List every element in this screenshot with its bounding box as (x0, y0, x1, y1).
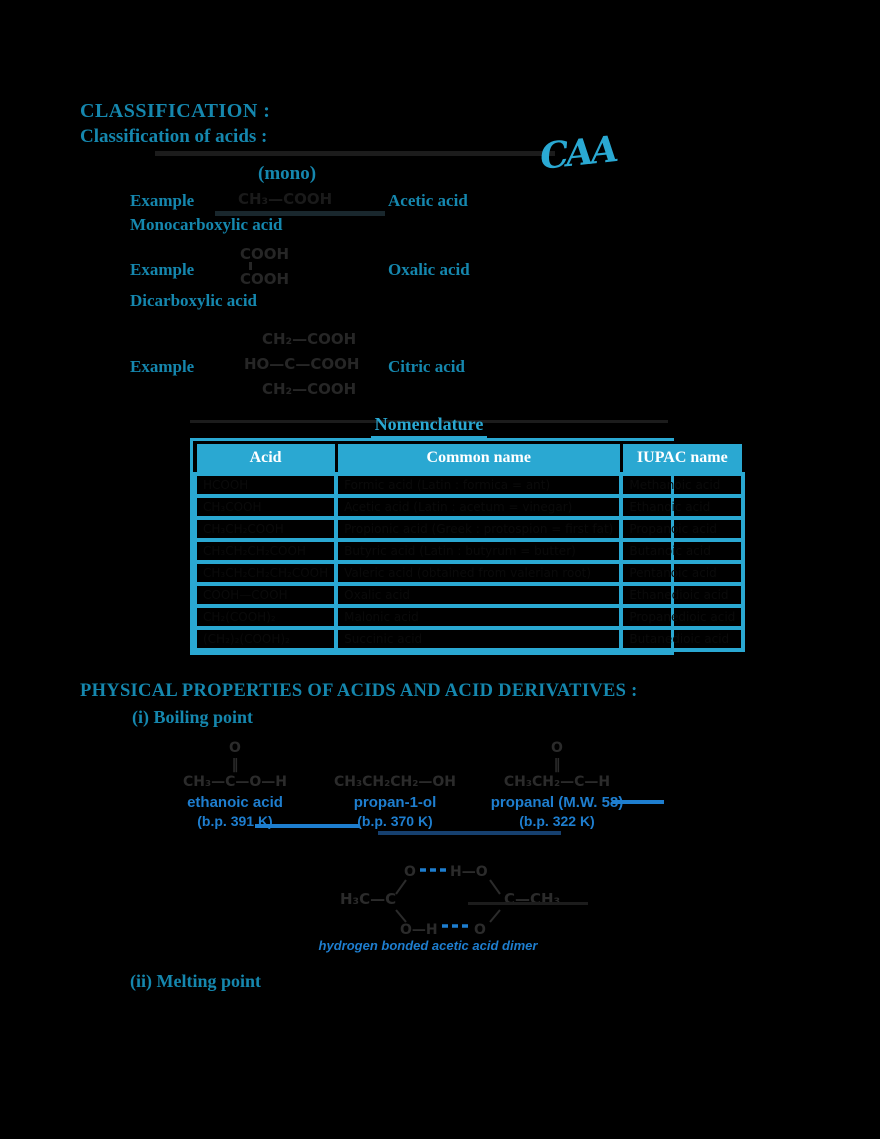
boiling-point-value: (b.p. 391 K) (197, 813, 273, 829)
bond-line (489, 879, 501, 895)
cell-common: Succinic acid (334, 626, 624, 652)
dimer-right-group: C—CH₃ (504, 890, 560, 908)
cell-acid: CH₃CH₂COOH (192, 516, 339, 542)
structure-line: ‖ (231, 757, 239, 773)
table-row: (CH₂)₂(COOH)₂ Succinic acid Butanedioic ac… (192, 626, 746, 652)
hydrogen-bonded-dimer-diagram: H₃C—C O H—O C—CH₃ O—H O (340, 864, 560, 938)
compound-ethanoic-acid: O ‖ CH₃—C—O—H ethanoic acid (b.p. 391 K) (160, 740, 310, 829)
physical-properties-heading: PHYSICAL PROPERTIES OF ACIDS AND ACID DE… (80, 681, 638, 701)
cell-common: Propionic acid (Greek : protospion = fir… (334, 516, 624, 542)
blue-underline (255, 824, 360, 828)
example-3-structure-line2: HO—C—COOH (244, 355, 360, 373)
example-3-label: Example (130, 357, 195, 376)
cell-iupac: Ethanedioic acid (619, 582, 746, 608)
bond-line (395, 879, 407, 895)
cell-common: Valeric acid (obtained from valerian roo… (334, 560, 624, 586)
cell-iupac: Pentanoic acid (619, 560, 746, 586)
navy-underline (378, 831, 561, 835)
cell-common: Malonic acid (334, 604, 624, 630)
faded-text-line (190, 420, 668, 423)
compound-name: propanal (M.W. 58) (490, 794, 624, 811)
blue-underline (612, 800, 664, 804)
table-row: COOH—COOH Oxalic acid Ethanedioic acid (192, 582, 746, 608)
cell-acid: CH₂(COOH)₂ (192, 604, 339, 630)
boiling-point-value: (b.p. 322 K) (519, 813, 595, 829)
structure-line: CH₃CH₂CH₂—OH (334, 774, 456, 790)
structure-line: CH₃CH₂—C—H (503, 774, 611, 790)
compound-name: propan-1-ol (353, 794, 437, 811)
compound-name: ethanoic acid (187, 794, 283, 811)
bond-line (489, 909, 501, 923)
nomenclature-table: Acid Common name IUPAC name HCOOH Formic … (190, 438, 746, 655)
cell-acid: CH₃COOH (192, 494, 339, 520)
cell-iupac: Ethanoic acid (619, 494, 746, 520)
table-row: CH₂(COOH)₂ Malonic acid Propanedioic acid (192, 604, 746, 630)
table-row: HCOOH Formic acid (Latin : formica = ant)… (192, 472, 746, 498)
structure-line: O (551, 740, 563, 756)
cell-iupac: Propanoic acid (619, 516, 746, 542)
compound-propanol: CH₃CH₂CH₂—OH propan-1-ol (b.p. 370 K) (320, 740, 470, 829)
cell-common: Formic acid (Latin : formica = ant) (334, 472, 624, 498)
table-row: CH₃CH₂CH₂COOH Butyric acid (Latin : butyr… (192, 538, 746, 564)
example-1-name: Acetic acid (388, 191, 468, 210)
example-1-label: Example (130, 191, 195, 210)
cell-acid: (CH₂)₂(COOH)₂ (192, 626, 339, 652)
compound-propanal: O ‖ CH₃CH₂—C—H propanal (M.W. 58) (b.p. … (482, 740, 632, 829)
example-2-structure-line1: COOH (240, 245, 290, 263)
col-header-iupac-name: IUPAC name (619, 441, 745, 476)
cell-iupac: Butanoic acid (619, 538, 746, 564)
inline-note: (mono) (258, 163, 317, 184)
structure-line: O (229, 740, 241, 756)
dimer-oxygen: O (474, 922, 486, 938)
example-3-name: Citric acid (388, 357, 465, 376)
dimer-hydrogen-oxygen: H—O (450, 864, 488, 880)
dimer-oxygen-hydrogen: O—H (400, 922, 438, 938)
structure-line: ‖ (553, 757, 561, 773)
example-3-structure-line3: CH₂—COOH (262, 380, 357, 398)
table-row: CH₃CH₂COOH Propionic acid (Greek : protos… (192, 516, 746, 542)
classification-subheading: Classification of acids : (80, 126, 268, 147)
structure-line (320, 757, 470, 774)
table-header-row: Acid Common name IUPAC name (193, 441, 745, 476)
melting-point-label: (ii) Melting point (130, 971, 261, 991)
cell-acid: CH₃CH₂CH₂COOH (192, 538, 339, 564)
example-1-structure: CH₃—COOH (238, 190, 333, 208)
handwritten-annotation: CAA (538, 128, 618, 178)
bond-line (249, 262, 252, 270)
dimer-left-group: H₃C—C (340, 890, 396, 908)
example-2-category: Dicarboxylic acid (130, 291, 258, 310)
table-row: CH₃COOH Acetic acid (Latin : acetum = vin… (192, 494, 746, 520)
dimer-oxygen: O (404, 864, 416, 880)
faded-text-line (155, 151, 555, 156)
cell-acid: COOH—COOH (192, 582, 339, 608)
structure-line: CH₃—C—O—H (182, 774, 287, 790)
cell-acid: CH₃CH₂CH₂CH₂COOH (192, 560, 339, 586)
col-header-common-name: Common name (334, 441, 623, 476)
table-title-row: Nomenclature (190, 414, 668, 438)
example-2-label: Example (130, 260, 195, 279)
cell-common: Butyric acid (Latin : butyrum = butter) (334, 538, 624, 564)
example-2-structure-line2: COOH (240, 270, 290, 288)
boiling-point-label: (i) Boiling point (132, 707, 254, 727)
example-2-name: Oxalic acid (388, 260, 470, 279)
dimer-caption: hydrogen bonded acetic acid dimer (318, 938, 538, 953)
cell-common: Acetic acid (Latin : acetum = vinegar) (334, 494, 624, 520)
cell-iupac: Methanoic acid (619, 472, 746, 498)
faded-text-line (468, 902, 588, 905)
cell-iupac: Propanedioic acid (619, 604, 746, 630)
example-3-structure-line1: CH₂—COOH (262, 330, 357, 348)
cell-acid: HCOOH (192, 472, 339, 498)
cell-iupac: Butanedioic acid (619, 626, 746, 652)
faded-text-line (215, 211, 385, 216)
structure-line (320, 740, 470, 757)
col-header-acid: Acid (193, 441, 338, 476)
bond-line (395, 909, 407, 923)
classification-heading: CLASSIFICATION : (80, 100, 271, 122)
boiling-point-value: (b.p. 370 K) (357, 813, 433, 829)
example-1-category: Monocarboxylic acid (130, 215, 283, 234)
table-row: CH₃CH₂CH₂CH₂COOH Valeric acid (obtained f… (192, 560, 746, 586)
table-title: Nomenclature (370, 414, 488, 438)
cell-common: Oxalic acid (334, 582, 624, 608)
